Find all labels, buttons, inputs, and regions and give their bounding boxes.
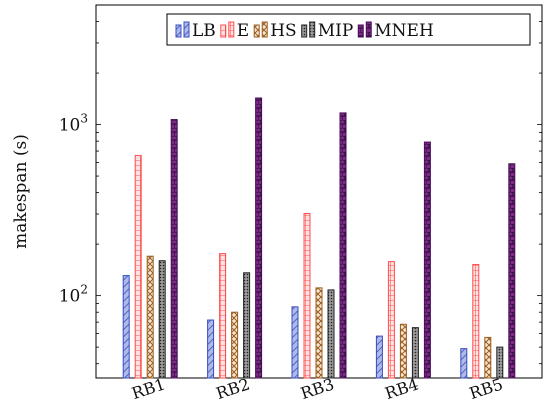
- bar-mip-rb1: [158, 260, 166, 379]
- legend: LB E HS MIP MNEH: [166, 13, 531, 46]
- bar-mneh-rb5: [508, 163, 516, 379]
- legend-label: E: [237, 21, 249, 41]
- y-tick-label: 102: [59, 283, 88, 307]
- legend-swatch: [183, 21, 190, 38]
- legend-swatch: [365, 21, 372, 38]
- bars: [122, 97, 516, 379]
- bar-e-rb3: [303, 213, 311, 379]
- bar-mneh-rb1: [170, 119, 178, 379]
- legend-swatch: [253, 24, 260, 38]
- legend-label: MIP: [318, 21, 354, 41]
- legend-swatch: [357, 24, 364, 38]
- bar-lb-rb3: [291, 306, 299, 379]
- bar-mip-rb2: [243, 272, 251, 379]
- bar-e-rb2: [219, 253, 227, 379]
- bar-mneh-rb2: [255, 97, 263, 379]
- legend-swatch: [309, 21, 316, 38]
- bar-e-rb5: [472, 264, 480, 379]
- bar-mneh-rb3: [339, 112, 347, 379]
- legend-swatch: [228, 21, 235, 38]
- bar-mip-rb4: [411, 327, 419, 379]
- x-category-label: RB4: [383, 374, 421, 403]
- bar-mneh-rb4: [423, 141, 431, 379]
- bar-mip-rb3: [327, 289, 335, 379]
- y-tick-exponent: 2: [80, 283, 88, 297]
- y-tick-base: 10: [59, 116, 81, 136]
- bar-hs-rb3: [315, 287, 323, 379]
- y-axis-label: makespan (s): [11, 134, 31, 249]
- bar-hs-rb4: [399, 323, 407, 379]
- bar-lb-rb2: [207, 319, 215, 379]
- bar-lb-rb4: [375, 335, 383, 379]
- bar-mip-rb5: [496, 346, 504, 379]
- legend-label: LB: [192, 21, 216, 41]
- x-category-label: RB5: [467, 374, 505, 403]
- bar-hs-rb2: [231, 311, 239, 379]
- bar-e-rb1: [134, 154, 142, 379]
- y-tick-label: 103: [59, 112, 88, 136]
- bar-lb-rb1: [122, 275, 130, 379]
- x-category-label: RB3: [298, 374, 336, 403]
- x-category-label: RB1: [129, 374, 167, 403]
- legend-swatch: [261, 21, 268, 38]
- legend-swatch: [301, 24, 308, 38]
- legend-label: HS: [270, 21, 296, 41]
- bar-e-rb4: [387, 261, 395, 379]
- x-category-label: RB2: [214, 374, 252, 403]
- y-tick-base: 10: [59, 287, 81, 307]
- legend-swatch: [220, 24, 227, 38]
- bar-lb-rb5: [460, 348, 468, 379]
- bar-hs-rb1: [146, 255, 154, 379]
- y-tick-exponent: 3: [80, 112, 88, 126]
- legend-label: MNEH: [374, 21, 434, 41]
- bar-hs-rb5: [484, 336, 492, 379]
- legend-swatch: [175, 24, 182, 38]
- legend-box: [166, 13, 531, 46]
